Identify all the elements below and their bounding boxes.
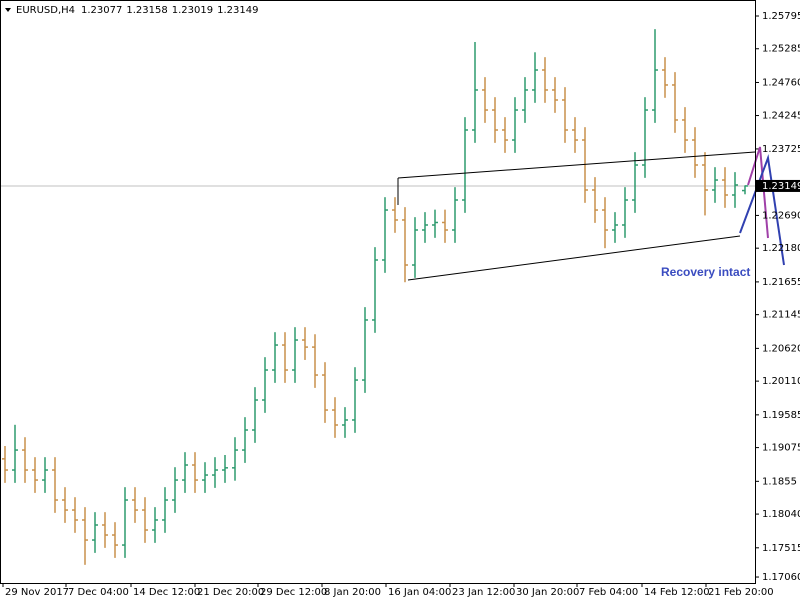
x-tick-label: 16 Jan 04:00 xyxy=(388,587,451,598)
y-tick-label: 1.19585 xyxy=(762,410,800,421)
x-tick-label: 30 Jan 20:00 xyxy=(516,587,579,598)
y-tick-label: 1.24245 xyxy=(762,111,800,122)
x-tick-label: 7 Dec 04:00 xyxy=(68,587,129,598)
bars-layer xyxy=(2,29,748,565)
y-tick-label: 1.21145 xyxy=(762,310,800,321)
x-tick-label: 8 Jan 20:00 xyxy=(324,587,381,598)
y-tick-label: 1.25795 xyxy=(762,11,800,22)
trend-line-lower xyxy=(407,235,741,281)
y-tick-label: 1.24760 xyxy=(762,77,800,88)
arrow-purple xyxy=(747,146,769,239)
symbol: EURUSD,H4 xyxy=(16,5,75,16)
y-tick-label: 1.20620 xyxy=(762,343,800,354)
x-tick-label: 29 Nov 2017 xyxy=(5,587,69,598)
x-tick-label: 23 Jan 12:00 xyxy=(452,587,515,598)
header-low: 1.23019 xyxy=(172,5,213,16)
arrow-blue xyxy=(739,154,785,266)
y-tick-label: 1.18040 xyxy=(762,509,800,520)
price-label-box xyxy=(756,179,800,192)
y-tick-label: 1.21655 xyxy=(762,277,800,288)
x-tick-label: 7 Feb 04:00 xyxy=(579,587,638,598)
y-tick-label: 1.17060 xyxy=(762,572,800,583)
y-tick-label: 1.20110 xyxy=(762,376,800,387)
trend-line-upper xyxy=(397,151,756,179)
x-tick-label: 21 Dec 20:00 xyxy=(197,587,264,598)
y-tick-label: 1.19075 xyxy=(762,443,800,454)
y-tick-label: 1.25285 xyxy=(762,44,800,55)
header-close: 1.23149 xyxy=(217,5,258,16)
annotation: Recovery intact xyxy=(661,265,750,279)
menu-icon[interactable] xyxy=(5,8,11,12)
y-tick-label: 1.1855 xyxy=(762,476,797,487)
y-tick-label: 1.23725 xyxy=(762,144,800,155)
x-tick-label: 29 Dec 12:00 xyxy=(260,587,327,598)
x-tick-label: 21 Feb 20:00 xyxy=(708,587,774,598)
price-label: 1.23149 xyxy=(762,181,800,192)
header-high: 1.23158 xyxy=(126,5,167,16)
y-tick-label: 1.17515 xyxy=(762,543,800,554)
header-open: 1.23077 xyxy=(81,5,122,16)
y-tick-label: 1.22690 xyxy=(762,210,800,221)
x-tick-label: 14 Feb 12:00 xyxy=(644,587,710,598)
header: EURUSD,H4 1.23077 1.23158 1.23019 1.23149 xyxy=(16,5,258,16)
y-tick-label: 1.22180 xyxy=(762,243,800,254)
x-tick-label: 14 Dec 12:00 xyxy=(133,587,200,598)
